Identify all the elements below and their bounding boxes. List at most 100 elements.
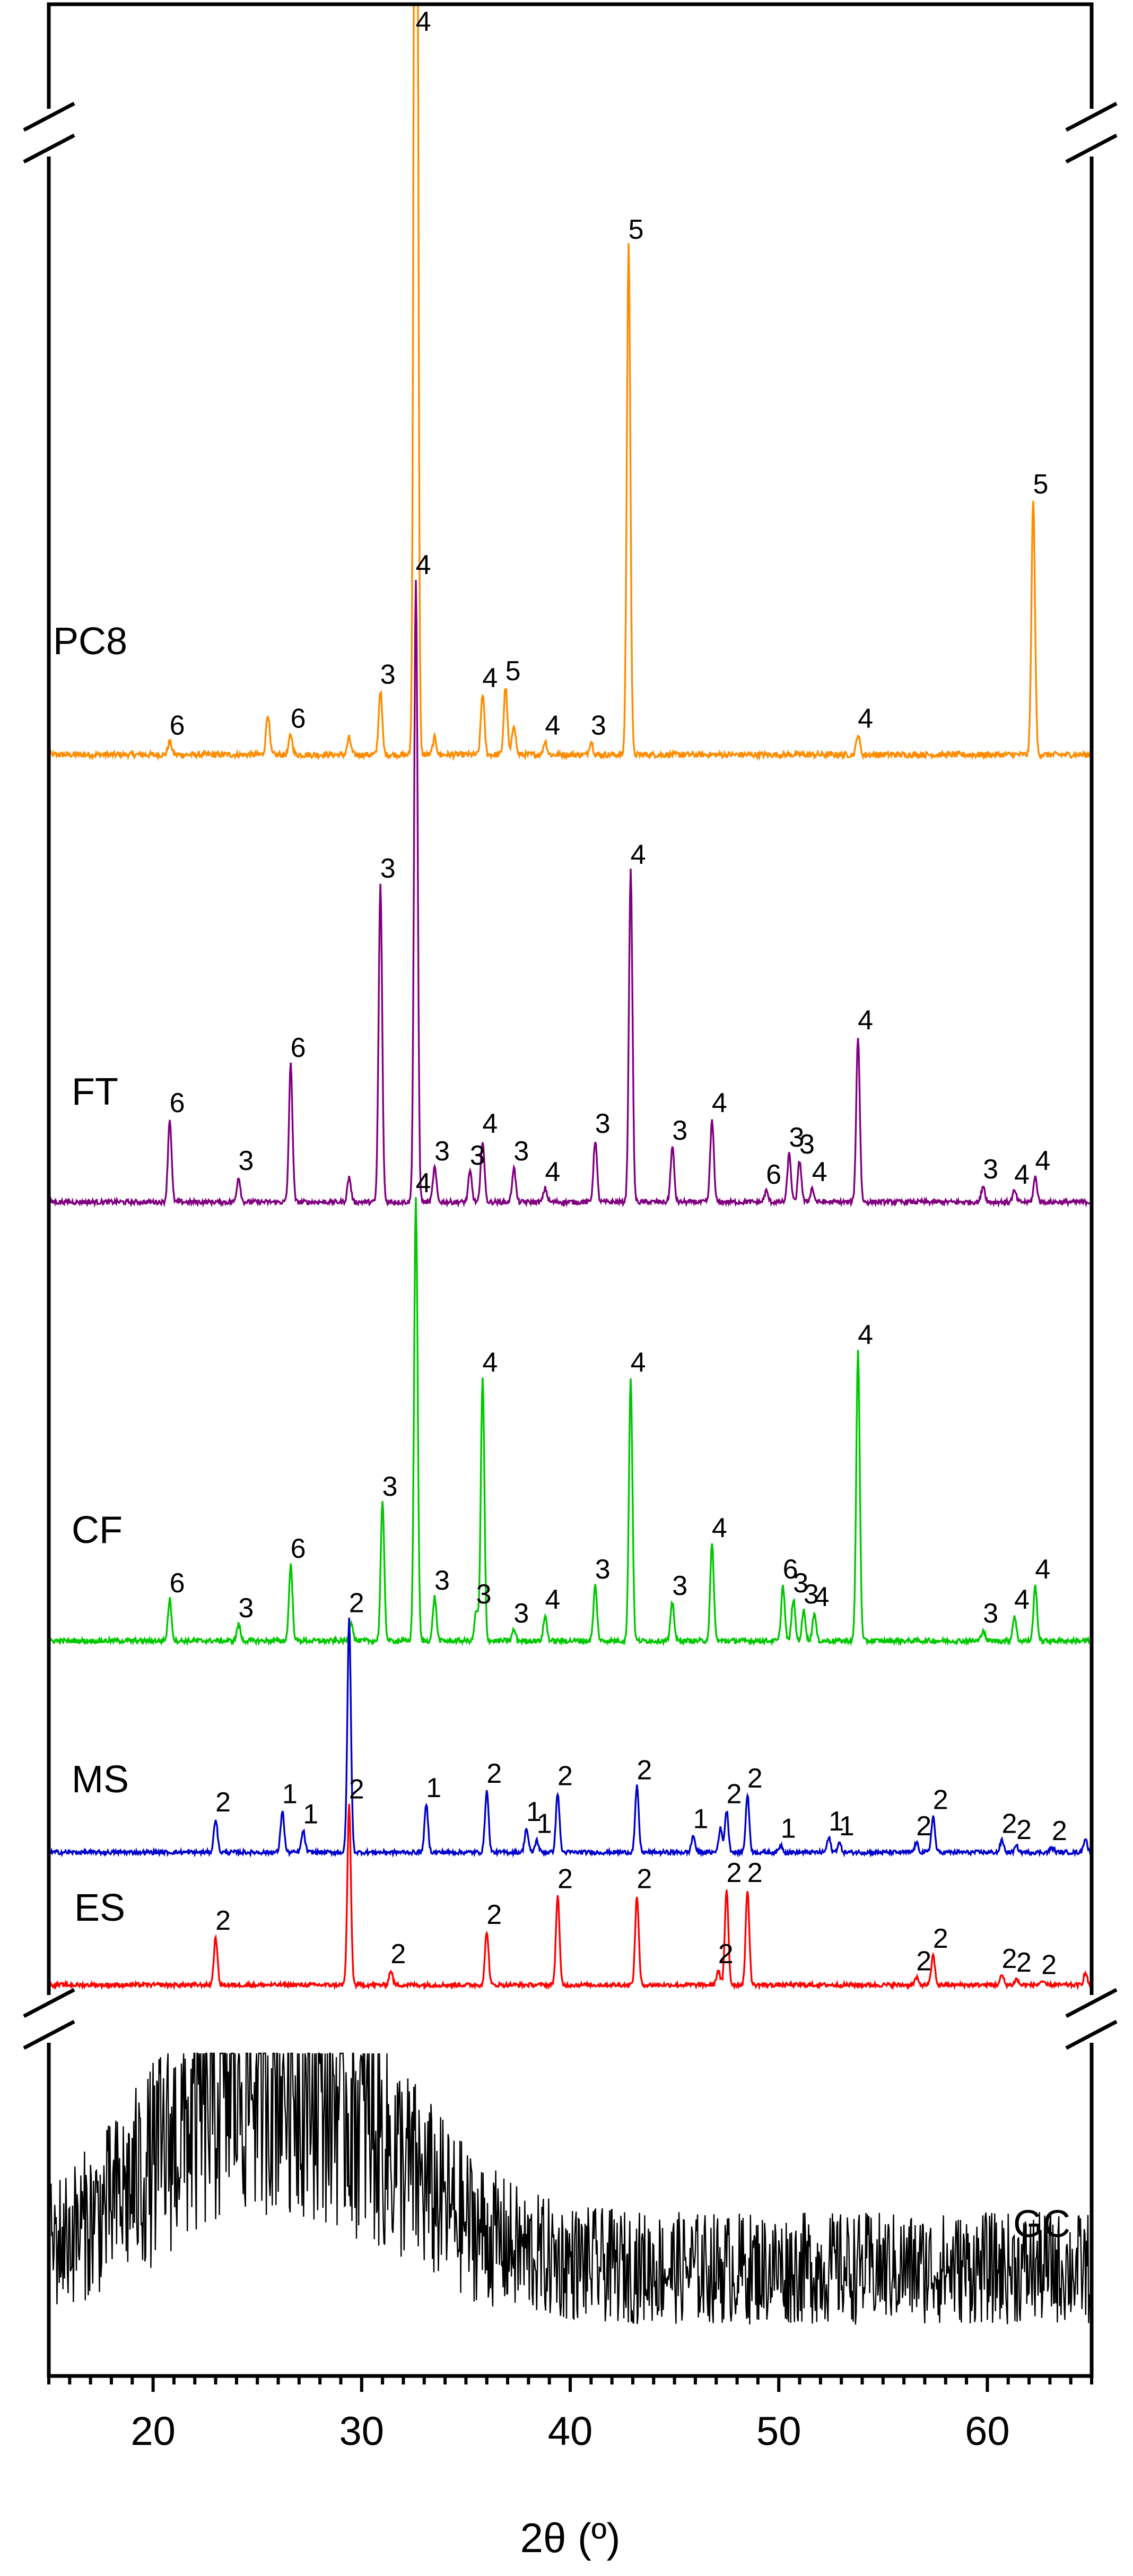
peak-label-es-5: 2 bbox=[637, 1863, 652, 1894]
series-label-ft: FT bbox=[72, 1071, 118, 1113]
peak-label-es-7: 2 bbox=[726, 1858, 742, 1888]
break-mark-bottom-left-a bbox=[23, 1988, 75, 2018]
x-tick-label-30: 30 bbox=[339, 2409, 385, 2454]
series-line-cf bbox=[48, 1197, 1093, 1647]
peak-label-ms-15: 1 bbox=[829, 1806, 844, 1837]
peak-label-ft-20: 3 bbox=[983, 1154, 998, 1185]
peak-label-ms-9: 2 bbox=[637, 1755, 652, 1785]
x-tick-label-50: 50 bbox=[756, 2409, 801, 2454]
peak-label-ft-10: 4 bbox=[545, 1157, 560, 1187]
peak-label-ft-7: 3 bbox=[470, 1140, 485, 1171]
peak-label-cf-5: 4 bbox=[416, 1168, 431, 1199]
series-label-pc8: PC8 bbox=[53, 620, 127, 663]
peak-label-cf-6: 3 bbox=[434, 1565, 450, 1596]
peak-label-ms-3: 2 bbox=[349, 1588, 364, 1618]
peak-label-ft-6: 3 bbox=[434, 1136, 450, 1167]
peak-label-cf-14: 4 bbox=[712, 1513, 727, 1543]
peak-label-es-9: 2 bbox=[916, 1946, 931, 1977]
break-mark-top-right-a bbox=[1065, 101, 1118, 132]
peak-label-ft-8: 4 bbox=[482, 1108, 498, 1139]
x-tick-label-20: 20 bbox=[130, 2409, 176, 2454]
peak-label-es-11: 2 bbox=[1001, 1944, 1017, 1974]
peak-label-pc8-0: 6 bbox=[170, 710, 185, 741]
peak-label-ft-13: 3 bbox=[672, 1115, 687, 1146]
series-label-cf: CF bbox=[72, 1509, 123, 1551]
x-axis-title: 2θ (º) bbox=[520, 2514, 621, 2561]
peak-label-pc8-11: 3 bbox=[591, 710, 606, 741]
peak-label-ms-5: 2 bbox=[486, 1758, 502, 1789]
peak-label-es-13: 2 bbox=[1041, 1949, 1057, 1980]
peak-label-ms-19: 2 bbox=[1001, 1809, 1017, 1840]
peak-label-pc8-4: 3 bbox=[380, 659, 396, 690]
series-line-es bbox=[48, 1803, 1093, 1991]
peak-label-ft-22: 4 bbox=[1035, 1146, 1050, 1176]
peak-label-ft-16: 3 bbox=[789, 1122, 804, 1153]
break-mark-bottom-left-b bbox=[23, 2019, 75, 2050]
series-label-es: ES bbox=[74, 1887, 125, 1929]
x-axis-ticks: 20 30 40 50 60 bbox=[47, 2376, 1093, 2454]
peak-label-ms-2: 1 bbox=[303, 1799, 318, 1830]
break-mark-top-left-b bbox=[23, 133, 75, 164]
peak-label-cf-12: 4 bbox=[631, 1347, 646, 1378]
peak-label-ft-12: 4 bbox=[631, 839, 646, 870]
peak-label-cf-8: 4 bbox=[482, 1347, 498, 1378]
peak-label-ft-0: 6 bbox=[170, 1088, 185, 1118]
peak-label-ms-13: 2 bbox=[747, 1763, 763, 1794]
peak-label-es-1: 2 bbox=[349, 1774, 364, 1805]
peak-label-pc8-13: 4 bbox=[858, 704, 873, 734]
peak-label-es-6: 2 bbox=[718, 1939, 734, 1970]
peak-label-es-0: 2 bbox=[215, 1905, 231, 1936]
peak-label-pc8-7: 4 bbox=[482, 663, 498, 693]
peak-label-ms-17: 2 bbox=[916, 1811, 931, 1842]
peak-label-ft-17: 3 bbox=[799, 1129, 815, 1160]
peak-label-ms-10: 1 bbox=[693, 1804, 709, 1835]
series-layer bbox=[48, 3, 1093, 2325]
peak-label-cf-2: 6 bbox=[291, 1533, 306, 1564]
peak-label-cf-7: 3 bbox=[476, 1579, 492, 1610]
peak-label-es-12: 2 bbox=[1016, 1947, 1032, 1978]
peak-label-cf-1: 3 bbox=[238, 1593, 254, 1624]
peak-label-ms-16: 1 bbox=[839, 1811, 855, 1842]
peak-label-pc8-14: 5 bbox=[1033, 469, 1048, 500]
peak-label-cf-4: 3 bbox=[382, 1471, 398, 1502]
x-tick-label-40: 40 bbox=[548, 2409, 593, 2454]
peak-label-ms-8: 2 bbox=[557, 1761, 573, 1792]
peak-label-ms-6: 1 bbox=[526, 1797, 542, 1827]
peak-label-ft-1: 3 bbox=[238, 1146, 254, 1176]
series-line-pc8 bbox=[48, 3, 1092, 761]
break-mark-top-right-b bbox=[1065, 133, 1118, 164]
x-tick-label-60: 60 bbox=[965, 2409, 1010, 2454]
peak-label-pc8-2: 6 bbox=[291, 704, 306, 734]
peak-label-cf-17: 3 bbox=[804, 1579, 819, 1610]
peak-label-cf-11: 3 bbox=[595, 1554, 611, 1585]
peak-label-ms-20: 2 bbox=[1016, 1815, 1032, 1845]
series-label-gc: GC bbox=[1013, 2203, 1070, 2245]
peak-label-cf-0: 6 bbox=[170, 1568, 185, 1599]
peak-label-ms-14: 1 bbox=[781, 1814, 796, 1844]
peak-label-cf-18: 4 bbox=[814, 1582, 830, 1612]
axis-break-top bbox=[23, 101, 1118, 164]
peak-label-ft-21: 4 bbox=[1014, 1159, 1030, 1190]
peak-label-cf-15: 6 bbox=[783, 1554, 798, 1585]
peak-label-es-10: 2 bbox=[933, 1923, 948, 1954]
peak-label-ms-4: 1 bbox=[426, 1773, 441, 1803]
break-mark-bottom-right-a bbox=[1065, 1988, 1118, 2018]
peak-label-ms-12: 2 bbox=[726, 1779, 742, 1809]
peak-label-es-4: 2 bbox=[557, 1863, 573, 1894]
peak-label-pc8-8: 5 bbox=[506, 656, 521, 687]
series-line-ms bbox=[48, 1617, 1093, 1858]
peak-label-ft-14: 4 bbox=[712, 1088, 727, 1118]
series-label-layer: PC8 FT CF MS ES GC bbox=[53, 620, 1070, 2245]
axis-break-bottom bbox=[23, 1988, 1118, 2050]
peak-label-ms-0: 2 bbox=[215, 1787, 231, 1818]
peak-label-pc8-12: 5 bbox=[629, 214, 644, 245]
series-label-ms: MS bbox=[72, 1758, 129, 1801]
peak-label-pc8-5: 4 bbox=[416, 6, 431, 37]
peak-label-ft-5: 4 bbox=[416, 550, 431, 580]
peak-label-ms-21: 2 bbox=[1052, 1816, 1067, 1846]
peak-label-ms-7: 1 bbox=[537, 1809, 552, 1840]
peak-label-cf-9: 3 bbox=[513, 1598, 529, 1629]
